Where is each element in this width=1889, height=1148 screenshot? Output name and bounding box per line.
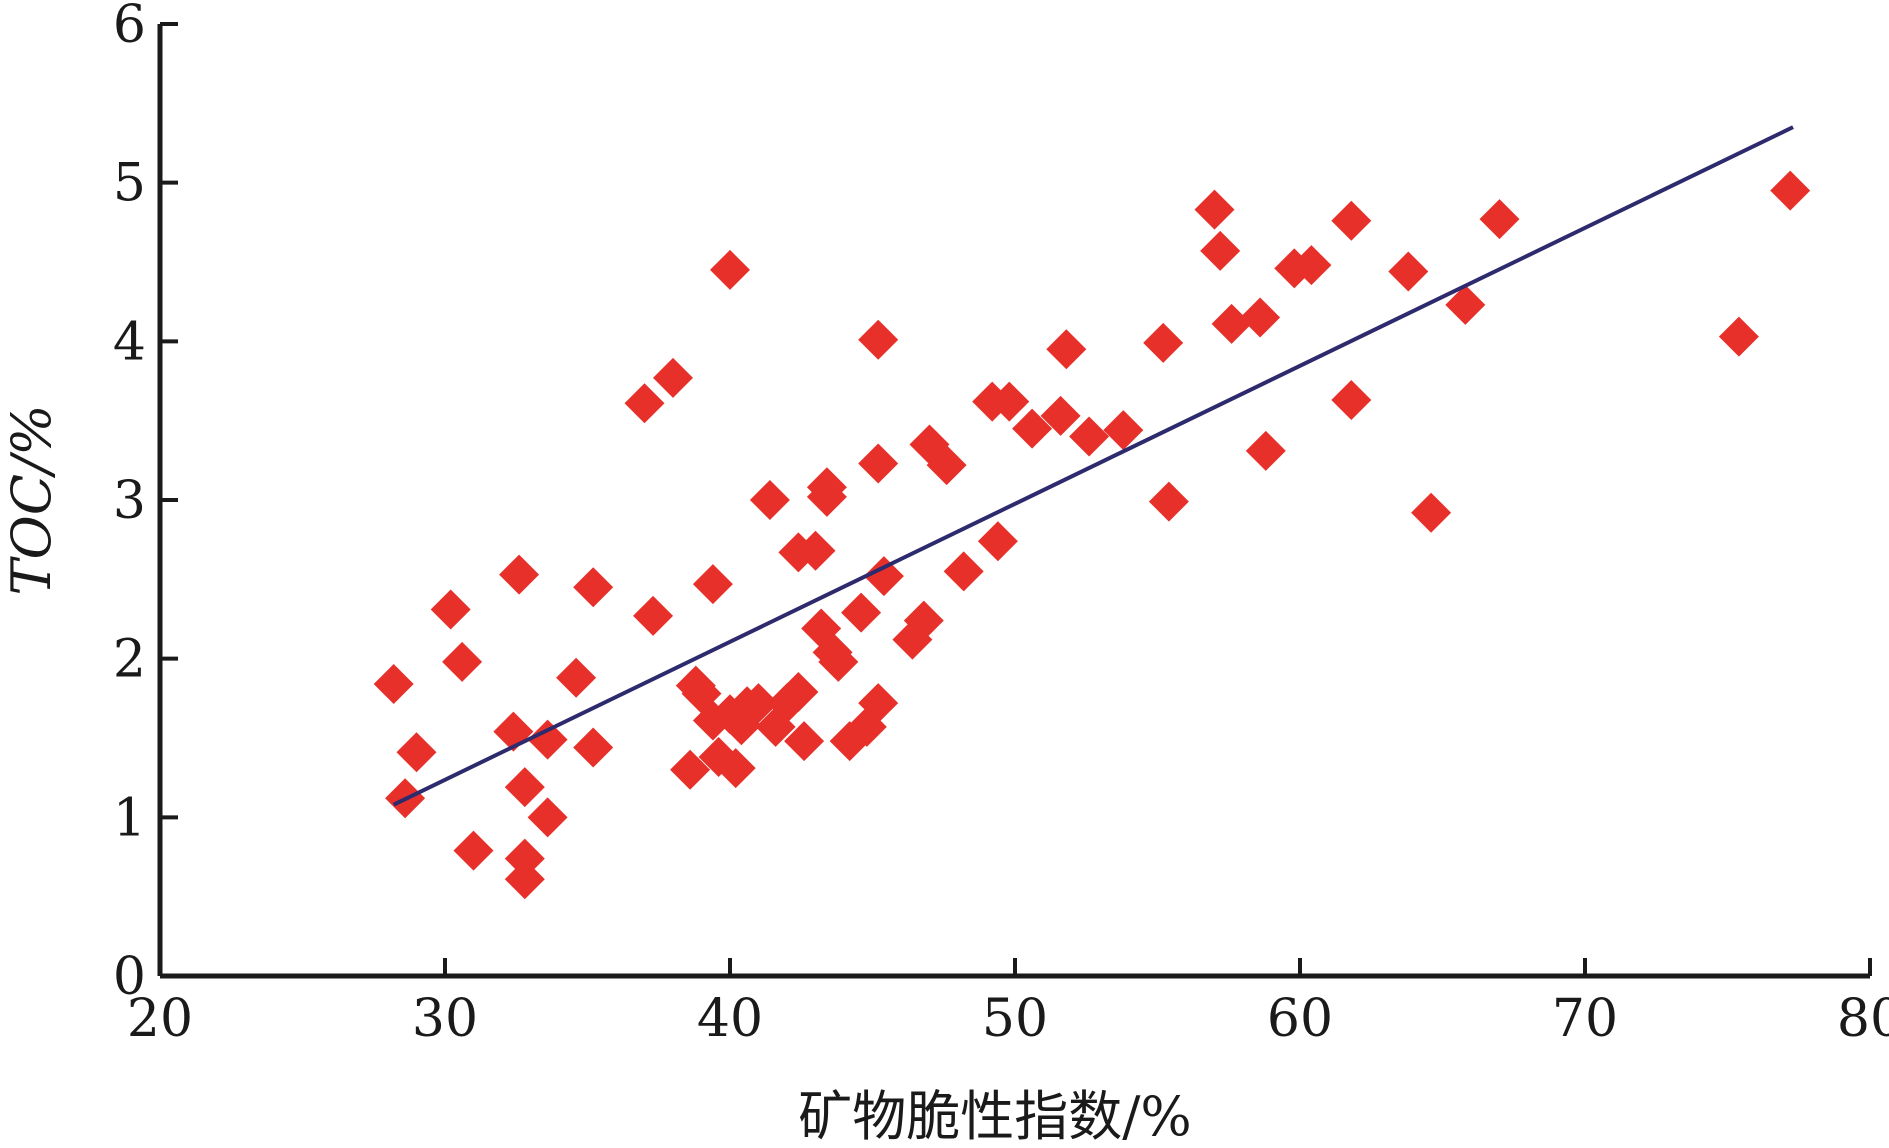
data-point: [1718, 316, 1759, 357]
data-point: [710, 249, 750, 290]
data-point: [527, 719, 568, 760]
x-tick-label: 70: [1552, 989, 1618, 1049]
data-point: [738, 683, 779, 724]
y-tick-label: 6: [113, 0, 146, 55]
x-ticks: 20 30 40 50 60 70 80: [127, 958, 1889, 1049]
data-point: [527, 797, 568, 838]
data-point: [453, 830, 494, 871]
data-points: [373, 170, 1811, 900]
y-axis-title: TOC/%: [0, 404, 63, 595]
data-point: [1194, 189, 1235, 230]
x-tick-label: 20: [127, 989, 193, 1049]
y-tick-label: 5: [113, 154, 146, 214]
x-tick-label: 60: [1267, 989, 1333, 1049]
data-point: [1331, 380, 1372, 421]
x-axis-title: 矿物脆性指数/%: [798, 1085, 1192, 1148]
data-point: [1069, 416, 1110, 457]
data-point: [749, 480, 790, 520]
data-point: [1331, 200, 1372, 241]
trendline-group: [392, 125, 1794, 807]
x-tick-label: 50: [982, 989, 1048, 1049]
axes: [157, 24, 1870, 979]
data-point: [1291, 245, 1332, 286]
data-point: [863, 556, 904, 597]
data-point: [670, 749, 711, 790]
data-point: [1388, 251, 1429, 292]
x-tick-label: 40: [697, 989, 763, 1049]
y-tick-label: 0: [113, 947, 146, 1007]
data-point: [1200, 230, 1241, 271]
data-point: [1770, 170, 1811, 211]
data-point: [504, 859, 545, 900]
data-point: [943, 551, 984, 592]
y-tick-label: 3: [113, 471, 146, 531]
data-point: [653, 357, 693, 398]
data-point: [1040, 395, 1081, 436]
data-point: [989, 381, 1030, 422]
data-point: [1148, 481, 1189, 522]
data-point: [373, 664, 414, 705]
data-point: [1012, 408, 1053, 449]
data-point: [1479, 199, 1520, 240]
data-point: [858, 683, 899, 724]
data-point: [1445, 284, 1486, 325]
data-point: [806, 467, 847, 508]
data-point: [1143, 322, 1184, 363]
trendline: [392, 125, 1794, 807]
data-point: [778, 671, 819, 712]
data-point: [430, 589, 471, 630]
data-point: [692, 564, 733, 605]
data-point: [1411, 492, 1452, 533]
data-point: [1211, 303, 1252, 344]
data-point: [858, 319, 899, 360]
data-point: [841, 592, 882, 633]
data-point: [442, 641, 483, 682]
data-point: [633, 595, 674, 636]
data-point: [556, 657, 597, 698]
data-point: [504, 838, 545, 879]
data-point: [1046, 329, 1087, 370]
data-point: [977, 521, 1018, 562]
data-point: [624, 383, 665, 424]
data-point: [858, 443, 899, 484]
data-point: [573, 567, 614, 608]
data-point: [903, 600, 944, 641]
data-point: [1245, 430, 1286, 471]
y-tick-label: 4: [113, 312, 146, 372]
data-point: [573, 727, 614, 768]
data-point: [499, 554, 540, 595]
data-point: [1240, 297, 1281, 338]
data-point: [795, 530, 836, 571]
data-point: [926, 445, 967, 486]
data-point: [396, 732, 437, 773]
data-point: [1103, 410, 1144, 451]
data-point: [784, 721, 825, 762]
x-tick-label: 30: [412, 989, 478, 1049]
y-tick-label: 1: [113, 788, 146, 848]
x-tick-label: 80: [1837, 989, 1889, 1049]
data-point: [818, 641, 859, 682]
y-ticks: 0 1 2 3 4 5 6: [113, 0, 178, 1007]
data-point: [715, 748, 756, 789]
y-tick-label: 2: [113, 630, 146, 690]
data-point: [504, 767, 545, 808]
